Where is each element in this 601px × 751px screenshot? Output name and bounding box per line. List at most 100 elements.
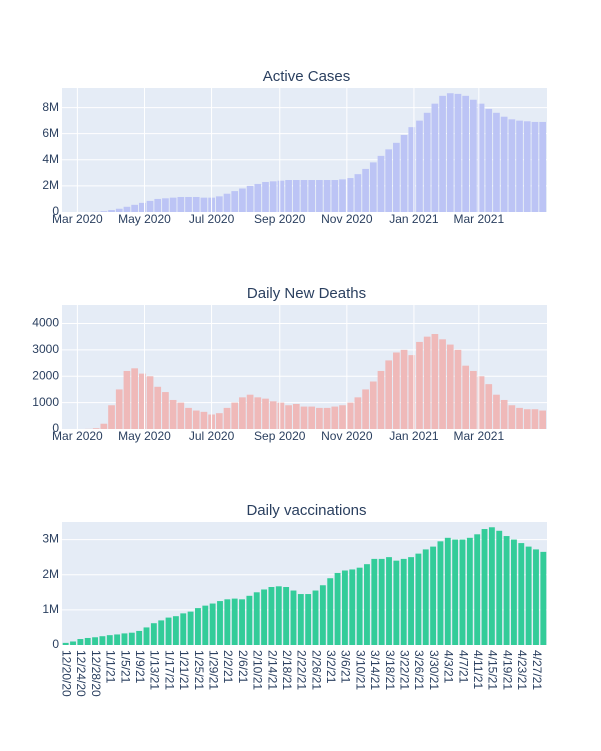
x-tick-label: 1/1/21 [104, 650, 118, 684]
y-tick-label: 1000 [32, 395, 59, 409]
bar [215, 413, 223, 429]
bar [431, 103, 439, 212]
bar [416, 341, 423, 429]
bar [385, 149, 393, 212]
bar [277, 402, 285, 429]
bar [508, 119, 516, 212]
bar [77, 639, 84, 645]
bar [268, 587, 275, 645]
bar [500, 399, 508, 429]
bar [154, 386, 162, 429]
bar [217, 601, 223, 645]
subplot: Active Cases 0 2M 4M 6M 8M Mar 2020 May 2020 Jul… [42, 68, 547, 226]
bar [539, 121, 546, 212]
bar [470, 99, 477, 212]
bar [331, 406, 339, 429]
bar [540, 551, 547, 645]
y-tick-label: 2M [42, 178, 59, 192]
x-tick-label: 1/13/21 [148, 650, 162, 690]
bar [308, 406, 316, 429]
x-tick-label: 2/14/21 [265, 650, 279, 690]
x-tick-label: 1/29/21 [206, 650, 220, 690]
x-tick-label: 3/30/21 [427, 650, 441, 690]
bar [246, 394, 254, 429]
bar [131, 204, 138, 212]
bar [99, 636, 106, 645]
bar [261, 589, 268, 645]
bar [400, 558, 407, 645]
bar [185, 407, 192, 429]
bar [474, 534, 481, 645]
bar [283, 587, 290, 645]
x-tick-label: 3/22/21 [398, 650, 412, 690]
bar [108, 405, 115, 429]
bar [339, 405, 346, 429]
y-tick-label: 3000 [32, 342, 59, 356]
x-tick-label: 3/18/21 [383, 650, 397, 690]
y-tick-label: 8M [42, 100, 59, 114]
bar [385, 360, 393, 429]
bar [177, 196, 185, 212]
bar [356, 567, 363, 645]
y-tick-label: 0 [52, 637, 59, 651]
bar [470, 370, 477, 429]
x-tick-label: 1/17/21 [162, 650, 176, 690]
bar [192, 410, 200, 429]
x-tick-label: 12/20/20 [60, 650, 74, 697]
bar [496, 530, 503, 645]
bars [85, 334, 546, 429]
bar [308, 180, 316, 212]
x-tick-label: 4/27/21 [530, 650, 544, 690]
bar [377, 370, 385, 429]
bar [408, 557, 414, 645]
bar [444, 537, 451, 645]
bar [100, 211, 108, 212]
bar [70, 641, 76, 645]
bar [323, 407, 331, 429]
x-tick-label: May 2020 [118, 429, 171, 443]
x-tick-label: 1/25/21 [192, 650, 206, 690]
bar [323, 180, 331, 212]
x-tick-label: 2/26/21 [309, 650, 323, 690]
bar [114, 634, 121, 645]
x-tick-label: 1/5/21 [118, 650, 132, 684]
y-tick-label: 0 [52, 421, 59, 435]
bar [100, 423, 108, 429]
x-tick-label: Mar 2020 [52, 429, 103, 443]
bar [200, 411, 208, 429]
x-tick-label: 3/14/21 [368, 650, 382, 690]
bar [485, 108, 493, 212]
bar [246, 595, 253, 645]
bar [354, 174, 362, 212]
bar [224, 599, 231, 645]
bar [108, 210, 115, 212]
x-tick-label: Sep 2020 [254, 429, 306, 443]
bar [239, 599, 245, 645]
bar [408, 127, 416, 212]
bar [446, 93, 454, 212]
bar [185, 196, 192, 212]
bar [386, 557, 392, 645]
x-tick-label: 3/26/21 [412, 650, 426, 690]
bar [377, 155, 385, 212]
bar [423, 336, 431, 429]
bar [146, 376, 154, 429]
y-tick-label: 4M [42, 152, 59, 166]
x-tick-label: 2/6/21 [236, 650, 250, 684]
bar [508, 405, 516, 429]
chart-title: Daily vaccinations [246, 502, 366, 519]
bar [416, 120, 423, 212]
x-tick-label: Nov 2020 [321, 429, 373, 443]
bar [162, 392, 169, 429]
bar [146, 200, 154, 212]
x-tick-label: 2/22/21 [295, 650, 309, 690]
bar [316, 407, 323, 429]
bar [327, 578, 334, 645]
bar [485, 384, 493, 429]
y-tick-label: 6M [42, 126, 59, 140]
bar [177, 402, 185, 429]
bar [364, 564, 370, 645]
bar [138, 373, 146, 429]
bar [510, 539, 517, 645]
bar [422, 549, 429, 645]
